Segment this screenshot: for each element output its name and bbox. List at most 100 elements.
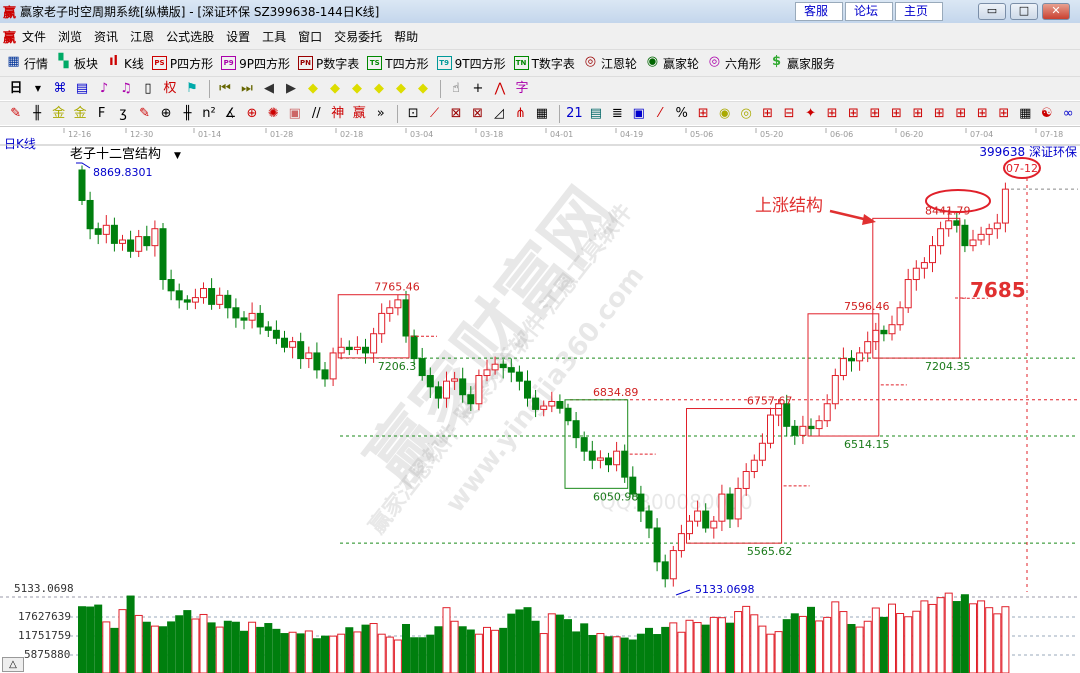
table-icon[interactable]: ▤ [589, 105, 602, 121]
box-fan-icon[interactable]: ⊠ [450, 105, 462, 121]
a4-icon[interactable]: ⊞ [890, 105, 902, 121]
cycle-icon[interactable]: ◿ [494, 105, 505, 121]
toolbar-yingjia-wheel-button[interactable]: ◉ 赢家轮 [645, 55, 699, 72]
pen-icon[interactable]: ✎ [10, 105, 22, 121]
star-icon[interactable]: ✦ [805, 105, 816, 121]
target-icon[interactable]: ⊕ [246, 105, 258, 121]
toolbar-kline-button[interactable]: ıl K线 [106, 55, 144, 72]
customer-service-link[interactable]: 客服 [795, 2, 843, 21]
radar-icon[interactable]: ✺ [267, 105, 279, 121]
maximize-button[interactable]: □ [1010, 3, 1038, 20]
a5-icon[interactable]: ⊞ [912, 105, 924, 121]
shen-icon[interactable]: 神 [331, 105, 345, 121]
next-icon[interactable]: ▶ [286, 80, 296, 96]
bars-icon[interactable]: ⊞ [697, 105, 709, 121]
toolbar-sector-blocks-button[interactable]: ▚ 板块 [56, 55, 99, 72]
weight-icon[interactable]: 权 [163, 80, 177, 96]
circle-grid-icon[interactable]: ⊕ [160, 105, 172, 121]
text-icon[interactable]: 字 [515, 80, 529, 96]
infinity-icon[interactable]: ∞ [1062, 105, 1074, 121]
up-icon[interactable]: ⊞ [762, 105, 774, 121]
menu-settings[interactable]: 设置 [226, 29, 251, 44]
connect-icon[interactable]: ⌘ [53, 80, 67, 96]
toolbar-t9-button[interactable]: T9 9T四方形 [436, 55, 506, 72]
a9-icon[interactable]: ⊞ [998, 105, 1010, 121]
square-spiral-icon[interactable]: ▣ [288, 105, 301, 121]
box-icon[interactable]: ⊡ [407, 105, 419, 121]
toolbar-p9-button[interactable]: P9 9P四方形 [221, 55, 290, 72]
a6-icon[interactable]: ⊞ [933, 105, 945, 121]
chart9-icon[interactable]: ♫ [120, 80, 132, 96]
menu-formula[interactable]: 公式选股 [166, 29, 215, 44]
period-selector[interactable]: 日 [9, 80, 23, 96]
yinyang-icon[interactable]: ☯ [1040, 105, 1053, 121]
fan-icon[interactable]: ⟋ [430, 105, 440, 121]
grid2-icon[interactable]: ╫ [183, 105, 192, 121]
box-fan2-icon[interactable]: ⊠ [472, 105, 483, 121]
coin2-icon[interactable]: ◎ [740, 105, 752, 121]
coin-icon[interactable]: ◉ [719, 105, 731, 121]
crosshair-icon[interactable]: + [472, 80, 484, 96]
candle-type-icon[interactable]: ▯ [144, 80, 152, 96]
chart3-icon[interactable]: ♪ [99, 80, 109, 96]
ying-icon[interactable]: 赢 [352, 105, 366, 121]
menu-trade[interactable]: 交易委托 [334, 29, 383, 44]
toolbar-quote-grid-button[interactable]: ▦ 行情 [6, 55, 48, 72]
menu-browse[interactable]: 浏览 [58, 29, 83, 44]
period-label[interactable]: 日K线 [4, 137, 36, 151]
indicator-dropdown-icon[interactable]: ▼ [174, 151, 181, 161]
a2-icon[interactable]: ⊞ [848, 105, 859, 121]
toolbar-hexagon-button[interactable]: ◎ 六角形 [707, 55, 761, 72]
a1-icon[interactable]: ⊞ [826, 105, 838, 121]
gold2-icon[interactable]: 金 [73, 105, 87, 121]
layout-icon[interactable]: ▦ [1019, 105, 1032, 121]
toolbar-ts-button[interactable]: TS T四方形 [367, 55, 429, 72]
notes-icon[interactable]: ▤ [75, 80, 89, 96]
a7-icon[interactable]: ⊞ [955, 105, 967, 121]
gold-icon[interactable]: 金 [52, 105, 66, 121]
menu-window[interactable]: 窗口 [298, 29, 323, 44]
calendar-icon[interactable]: 21 [566, 105, 583, 121]
prev-icon[interactable]: ◀ [264, 80, 274, 96]
toolbar-gann-wheel-button[interactable]: ◎ 江恩轮 [583, 55, 637, 72]
menu-help[interactable]: 帮助 [394, 29, 419, 44]
flag-icon[interactable]: ⚑ [186, 80, 198, 96]
shift-right-icon[interactable]: ◆ [330, 80, 340, 96]
spiral-icon[interactable]: ʒ [119, 105, 127, 121]
minimize-button[interactable]: ▭ [978, 3, 1006, 20]
panel-toggle-button[interactable]: △ [2, 657, 24, 672]
first-icon[interactable]: ⏮ [219, 80, 231, 96]
grid1-icon[interactable]: ╫ [33, 105, 42, 121]
percent-icon[interactable]: % [675, 105, 688, 121]
line-icon[interactable]: ⋀ [494, 80, 506, 96]
parallel-icon[interactable]: // [311, 105, 321, 121]
a8-icon[interactable]: ⊞ [976, 105, 988, 121]
zoom-out-icon[interactable]: ◆ [418, 80, 428, 96]
lines-icon[interactable]: ≣ [611, 105, 623, 121]
menu-file[interactable]: 文件 [22, 29, 47, 44]
fib-icon[interactable]: F [97, 105, 106, 121]
toolbar-ps-button[interactable]: PS P四方形 [151, 55, 213, 72]
angle-icon[interactable]: ∡ [224, 105, 237, 121]
hand-icon[interactable]: ☝ [452, 80, 460, 96]
zoom-in-icon[interactable]: ◆ [396, 80, 406, 96]
a3-icon[interactable]: ⊞ [869, 105, 881, 121]
expand-icon[interactable]: ◆ [352, 80, 362, 96]
pct-slash-icon[interactable]: ⁄ [659, 105, 662, 121]
rocket-icon[interactable]: ✎ [139, 105, 150, 121]
shrink-icon[interactable]: ◆ [374, 80, 384, 96]
last-icon[interactable]: ⏭ [241, 80, 253, 96]
toolbar-tn-button[interactable]: TN T数字表 [513, 55, 575, 72]
fall-icon[interactable]: ⊟ [783, 105, 795, 121]
menu-tools[interactable]: 工具 [262, 29, 287, 44]
shift-left-icon[interactable]: ◆ [308, 80, 318, 96]
close-button[interactable]: ✕ [1042, 3, 1070, 20]
menu-gann[interactable]: 江恩 [130, 29, 155, 44]
indicator-name[interactable]: 老子十二宫结构 [70, 147, 162, 162]
homepage-link[interactable]: 主页 [895, 2, 943, 21]
toolbar-dollar-button[interactable]: $ 赢家服务 [769, 55, 835, 72]
period-dropdown-icon[interactable]: ▼ [34, 83, 42, 93]
more-icon[interactable]: » [376, 105, 385, 121]
n2-icon[interactable]: n² [202, 105, 216, 121]
